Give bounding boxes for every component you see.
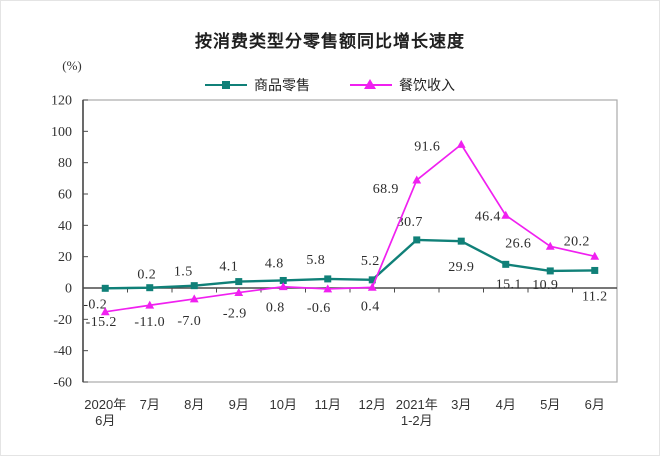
catering-revenue-data-label: -15.2	[86, 315, 117, 330]
x-axis-label: 5月	[540, 397, 560, 412]
catering-revenue-data-label: -0.6	[307, 301, 331, 316]
goods-retail-data-label: 30.7	[397, 215, 423, 230]
goods-retail-data-label: 5.2	[361, 254, 380, 269]
y-axis-tick-label: 20	[58, 250, 72, 265]
legend-label-catering-revenue: 餐饮收入	[399, 77, 455, 93]
goods-retail-data-label: 4.1	[219, 260, 238, 275]
plot-border	[82, 99, 618, 383]
goods-retail-marker	[101, 284, 109, 292]
x-axis-label: 11月	[315, 397, 342, 412]
x-axis-label: 2021年 1-2月	[396, 397, 438, 428]
goods-retail-marker	[457, 237, 465, 245]
catering-revenue-data-label: 26.6	[505, 236, 531, 251]
catering-revenue-data-label: -11.0	[134, 315, 165, 330]
x-axis-label: 2020年 6月	[84, 397, 126, 428]
goods-retail-data-label: -0.2	[83, 297, 107, 312]
goods-retail-line	[105, 238, 595, 290]
legend-label-goods-retail: 商品零售	[254, 77, 310, 93]
x-axis-label: 9月	[229, 397, 249, 412]
y-axis-tick-label: 100	[51, 125, 72, 140]
y-axis-tick-label: 0	[65, 282, 72, 297]
catering-revenue-marker	[145, 300, 155, 309]
goods-retail-data-label: 1.5	[174, 265, 193, 280]
x-axis-label: 3月	[451, 397, 471, 412]
goods-retail-marker	[546, 267, 554, 275]
catering-revenue-marker	[412, 175, 422, 184]
catering-revenue-data-label: -2.9	[223, 307, 247, 322]
goods-retail-marker	[324, 275, 332, 283]
y-axis-tick-label: 60	[58, 188, 72, 203]
goods-retail-data-label: 11.2	[582, 289, 608, 304]
goods-retail-marker	[591, 266, 599, 274]
catering-revenue-marker	[367, 282, 377, 291]
catering-revenue-line	[105, 143, 595, 313]
catering-revenue-data-label: 46.4	[475, 209, 501, 224]
goods-retail-data-label: 5.8	[306, 253, 325, 268]
goods-retail-data-label: 4.8	[265, 256, 284, 271]
goods-retail-marker	[502, 260, 510, 268]
catering-revenue-data-label: 0.4	[361, 299, 380, 314]
x-axis-label: 4月	[496, 397, 516, 412]
goods-retail-marker	[279, 276, 287, 284]
chart-legend: 商品零售 餐饮收入	[1, 75, 659, 95]
y-axis-unit-label: (%)	[62, 58, 82, 73]
y-axis-tick-label: -20	[53, 313, 72, 328]
goods-retail-marker	[368, 276, 376, 284]
goods-retail-data-label: 15.1	[496, 277, 522, 292]
y-axis-tick-label: -60	[53, 376, 72, 391]
catering-revenue-data-label: -7.0	[177, 314, 201, 329]
chart-title: 按消费类型分零售额同比增长速度	[195, 32, 465, 51]
catering-revenue-data-label: 20.2	[564, 234, 590, 249]
catering-revenue-marker	[323, 284, 333, 293]
y-axis-tick-label: 40	[58, 219, 72, 234]
x-axis-label: 6月	[585, 397, 605, 412]
catering-revenue-legend-marker-icon	[350, 79, 392, 89]
catering-revenue-marker	[234, 287, 244, 296]
goods-retail-legend-marker-icon	[205, 81, 247, 89]
goods-retail-marker	[146, 284, 154, 292]
goods-retail-data-label: 10.9	[532, 278, 558, 293]
x-axis-label: 8月	[184, 397, 204, 412]
catering-revenue-marker	[456, 139, 466, 148]
catering-revenue-marker	[278, 282, 288, 291]
x-axis-label: 12月	[359, 397, 386, 412]
catering-revenue-data-label: 68.9	[373, 182, 399, 197]
catering-revenue-marker	[100, 307, 110, 316]
x-axis-label: 10月	[270, 397, 297, 412]
y-axis-tick-label: 80	[58, 156, 72, 171]
y-axis-tick-label: 120	[51, 94, 72, 109]
catering-revenue-marker	[545, 241, 555, 250]
catering-revenue-marker	[189, 294, 199, 303]
catering-revenue-data-label: 0.8	[266, 301, 285, 316]
goods-retail-marker	[413, 236, 421, 244]
legend-item-catering-revenue: 餐饮收入	[350, 75, 455, 95]
catering-revenue-data-label: 91.6	[414, 139, 440, 154]
legend-item-goods-retail: 商品零售	[205, 75, 310, 95]
goods-retail-data-label: 29.9	[448, 260, 474, 275]
goods-retail-marker	[190, 282, 198, 290]
catering-revenue-marker	[501, 210, 511, 219]
x-axis-label: 7月	[140, 397, 160, 412]
y-axis-tick-label: -40	[53, 344, 72, 359]
goods-retail-data-label: 0.2	[137, 268, 156, 283]
goods-retail-marker	[235, 278, 243, 286]
catering-revenue-marker	[590, 251, 600, 260]
